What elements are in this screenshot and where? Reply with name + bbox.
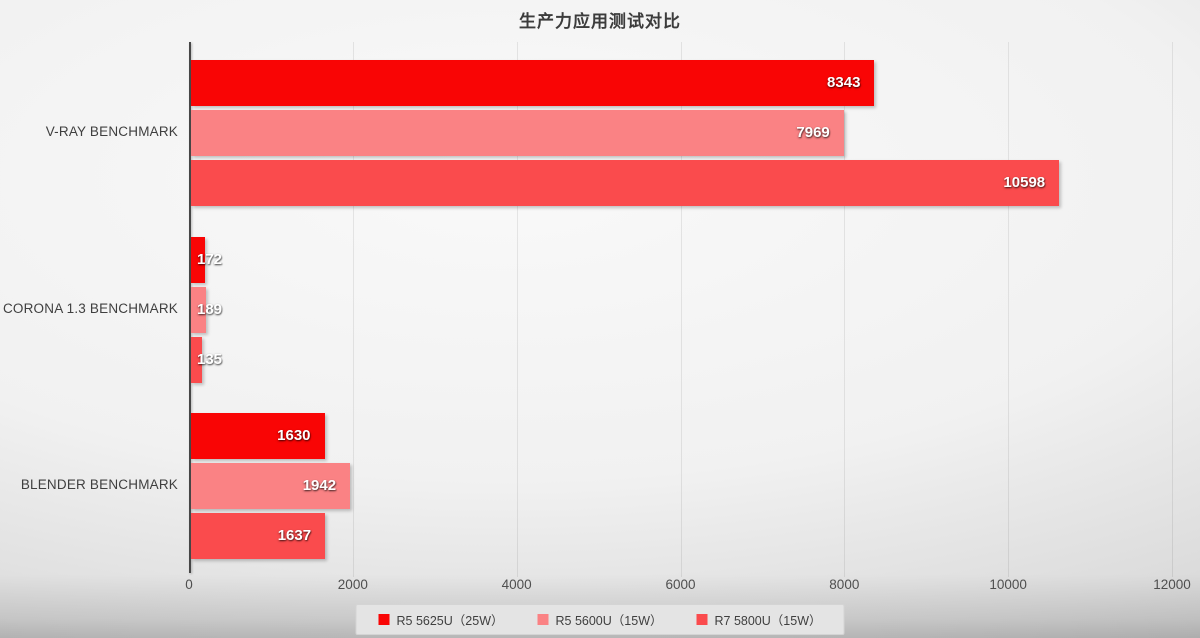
x-axis-tick-label: 10000 — [989, 577, 1027, 592]
bar-value-label: 7969 — [796, 124, 830, 141]
bar-value-label: 10598 — [1003, 174, 1046, 191]
bar-r5-5600u — [191, 463, 351, 509]
bar-r5-5625u — [191, 413, 325, 459]
bar-value-label: 8343 — [827, 74, 861, 91]
bar-value-label: 1630 — [277, 427, 311, 444]
gridline-10000 — [1008, 42, 1010, 577]
gridline-12000 — [1172, 42, 1173, 577]
x-axis-tick-label: 4000 — [501, 577, 532, 592]
bar-r5-5600u — [191, 110, 844, 156]
chart-legend: R5 5625U（25W） R5 5600U（15W） R7 5800U（15W） — [355, 604, 845, 635]
x-axis-tick-label: 0 — [185, 577, 193, 592]
bar-r5-5625u — [191, 60, 875, 106]
gridline-4000 — [516, 42, 518, 577]
value-axis-line — [189, 42, 191, 573]
legend-item: R7 5800U（15W） — [696, 610, 822, 629]
gridline-2000 — [352, 42, 354, 577]
gridline-8000 — [844, 42, 846, 577]
legend-color-chip — [378, 614, 390, 625]
legend-item: R5 5600U（15W） — [537, 610, 663, 629]
legend-item: R5 5625U（25W） — [378, 610, 504, 629]
bar-r7-5800u — [191, 513, 326, 559]
gridline-6000 — [680, 42, 682, 577]
legend-item-label: R5 5600U（15W） — [555, 614, 663, 628]
category-label: CORONA 1.3 BENCHMARK — [2, 301, 178, 316]
bar-value-label: 1637 — [277, 527, 312, 544]
x-axis-tick-label: 8000 — [829, 577, 860, 592]
legend-color-chip — [537, 614, 549, 625]
category-label: V-RAY BENCHMARK — [45, 124, 178, 139]
chart-title: 生产力应用测试对比 — [519, 12, 681, 31]
bar-r5-5600u — [191, 287, 207, 333]
bar-r7-5800u — [191, 160, 1060, 206]
legend-color-chip — [696, 614, 708, 625]
legend-item-label: R5 5625U（25W） — [396, 614, 504, 628]
legend-item-label: R7 5800U（15W） — [714, 614, 822, 628]
bar-r7-5800u — [191, 337, 203, 383]
bar-value-label: 1942 — [302, 477, 337, 494]
x-axis-tick-label: 6000 — [665, 577, 696, 592]
x-axis-tick-label: 2000 — [337, 577, 368, 592]
bar-value-label: 135 — [197, 351, 223, 368]
bar-value-label: 189 — [197, 301, 223, 318]
x-axis-tick-label: 12000 — [1153, 577, 1191, 592]
category-label: BLENDER BENCHMARK — [20, 477, 178, 492]
bar-value-label: 172 — [197, 251, 223, 268]
bar-r5-5625u — [191, 237, 206, 283]
